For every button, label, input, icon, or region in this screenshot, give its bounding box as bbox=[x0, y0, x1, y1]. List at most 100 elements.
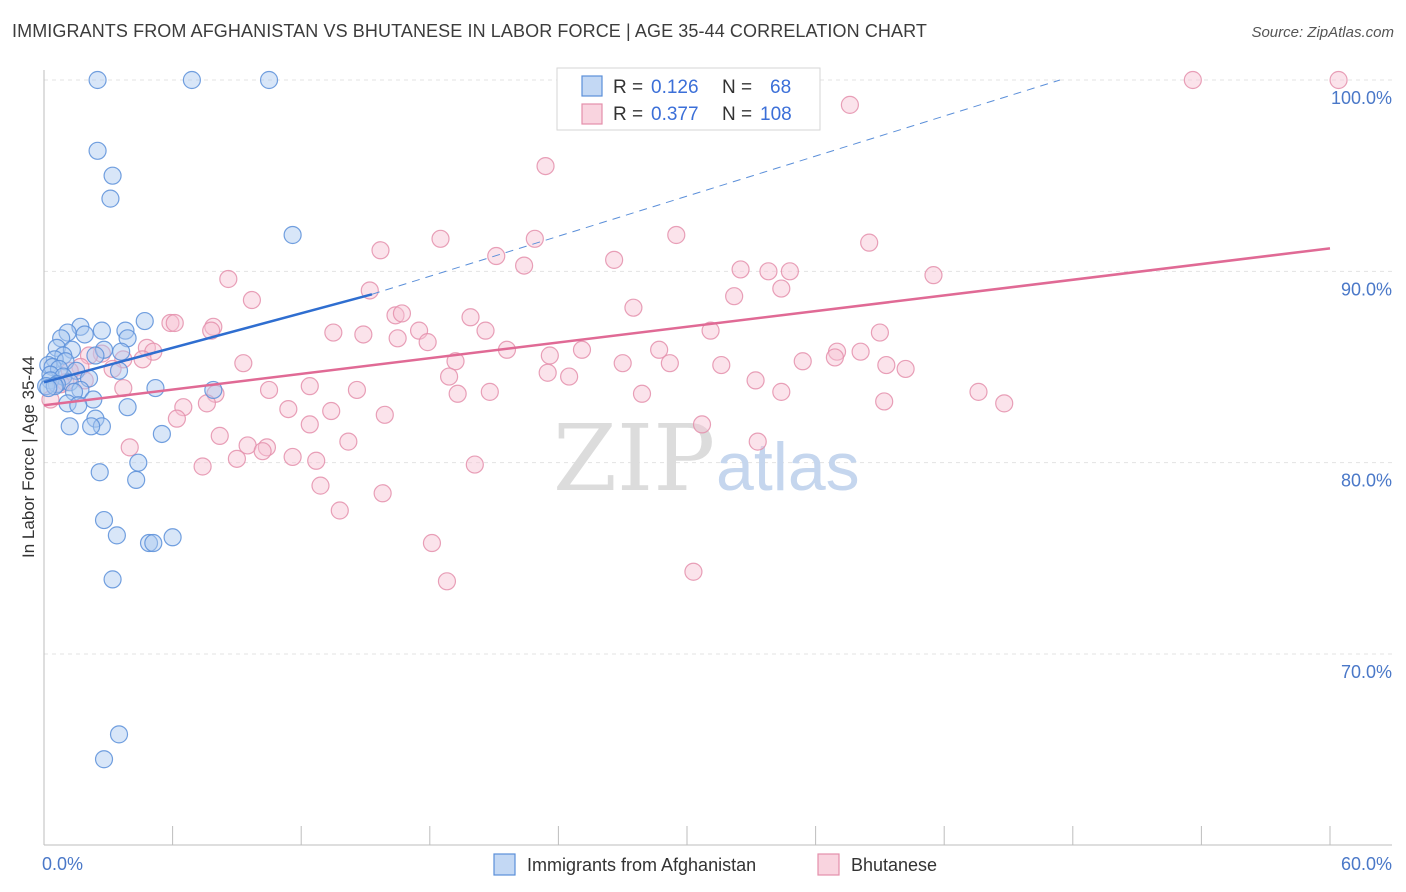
bhutanese-point-3 bbox=[536, 157, 555, 176]
afghanistan-point-0 bbox=[88, 70, 107, 90]
bhutanese-point-20 bbox=[242, 290, 262, 310]
afghanistan-point-37 bbox=[71, 380, 90, 400]
bhutanese-point-99 bbox=[193, 457, 212, 476]
bhutanese-point-44 bbox=[650, 340, 669, 359]
gridlines bbox=[44, 79, 1392, 655]
afghanistan-point-44 bbox=[118, 398, 137, 417]
bhutanese-point-27 bbox=[165, 313, 184, 333]
bhutanese-point-22 bbox=[386, 306, 405, 325]
bhutanese-point-62 bbox=[560, 367, 579, 386]
bhutanese-point-58 bbox=[877, 355, 896, 375]
bhutanese-points bbox=[41, 70, 1348, 591]
trend-lines bbox=[43, 79, 1331, 407]
watermark-zip: ZIP bbox=[553, 405, 715, 512]
bhutanese-point-90 bbox=[339, 432, 358, 451]
bhutanese-point-75 bbox=[632, 384, 652, 403]
afghanistan-point-56 bbox=[139, 533, 159, 553]
afghanistan-point-48 bbox=[60, 417, 79, 436]
bhutanese-point-84 bbox=[322, 401, 341, 421]
afghanistan-point-55 bbox=[163, 528, 182, 547]
bhutanese-point-96 bbox=[283, 447, 302, 467]
bhutanese-point-12 bbox=[731, 260, 750, 279]
afghanistan-point-53 bbox=[94, 510, 114, 530]
bhutanese-point-24 bbox=[461, 308, 480, 327]
bhutanese-point-80 bbox=[875, 392, 894, 411]
afghanistan-point-3 bbox=[88, 141, 107, 160]
afghanistan-point-54 bbox=[107, 526, 126, 545]
afghanistan-points bbox=[37, 70, 302, 769]
bhutanese-point-0 bbox=[1183, 70, 1202, 90]
bhutanese-point-103 bbox=[330, 501, 349, 520]
bhutanese-point-102 bbox=[373, 484, 392, 503]
bhutanese-point-1 bbox=[1329, 70, 1348, 90]
series-legend-afghanistan: Immigrants from Afghanistan bbox=[527, 855, 756, 875]
bhutanese-point-70 bbox=[259, 380, 279, 400]
bhutanese-point-81 bbox=[995, 394, 1014, 413]
bhutanese-point-83 bbox=[279, 399, 298, 419]
bhutanese-point-45 bbox=[793, 352, 812, 371]
bhutanese-point-39 bbox=[572, 340, 592, 359]
watermark-atlas: atlas bbox=[716, 429, 860, 505]
y-tick-label-90: 90.0% bbox=[1341, 279, 1392, 299]
bhutanese-point-51 bbox=[446, 352, 465, 371]
bhutanese-point-28 bbox=[202, 321, 221, 340]
legend-swatch-blue bbox=[581, 75, 603, 97]
bhutanese-point-105 bbox=[684, 562, 703, 581]
y-tick-label-80: 80.0% bbox=[1341, 471, 1392, 491]
afghanistan-point-12 bbox=[75, 325, 94, 344]
bhutanese-point-59 bbox=[896, 359, 915, 379]
bhutanese-point-26 bbox=[161, 313, 180, 333]
afghanistan-point-36 bbox=[39, 378, 58, 398]
bhutanese-point-30 bbox=[354, 325, 373, 344]
correlation-legend: R = 0.126 N = 68 R = 0.377 N = 108 bbox=[556, 67, 821, 131]
afghanistan-point-38 bbox=[146, 378, 165, 398]
y-tick-label-100: 100.0% bbox=[1331, 88, 1392, 108]
bhutanese-point-46 bbox=[851, 342, 870, 361]
afghanistan-point-50 bbox=[129, 453, 148, 472]
chart-title: IMMIGRANTS FROM AFGHANISTAN VS BHUTANESE… bbox=[12, 21, 927, 41]
legend-n-label-1: N = bbox=[722, 77, 752, 98]
bhutanese-point-74 bbox=[480, 382, 499, 401]
legend-r-value-1: 0.126 bbox=[651, 77, 699, 98]
source-label: Source: ZipAtlas.com bbox=[1251, 24, 1394, 41]
bhutanese-point-18 bbox=[772, 279, 791, 298]
series-legend-swatch-afghanistan bbox=[493, 853, 516, 876]
bhutanese-point-85 bbox=[375, 405, 394, 424]
afghanistan-point-47 bbox=[82, 417, 101, 436]
bhutanese-point-61 bbox=[538, 363, 557, 382]
bhutanese-point-53 bbox=[660, 354, 679, 373]
afghanistan-point-52 bbox=[127, 470, 146, 489]
bhutanese-point-94 bbox=[120, 438, 139, 457]
bhutanese-trend-line bbox=[43, 247, 1331, 407]
legend-r-label-1: R = bbox=[613, 77, 643, 98]
y-tick-labels: 70.0% 80.0% 90.0% 100.0% bbox=[1331, 88, 1392, 682]
bhutanese-point-23 bbox=[392, 304, 412, 323]
afghanistan-point-57 bbox=[144, 533, 163, 553]
afghanistan-point-60 bbox=[94, 750, 114, 769]
bhutanese-point-10 bbox=[605, 250, 624, 269]
afghanistan-point-49 bbox=[152, 424, 171, 444]
afghanistan-point-51 bbox=[90, 463, 109, 482]
series-legend-bhutanese: Bhutanese bbox=[851, 855, 937, 875]
afghanistan-point-35 bbox=[45, 377, 64, 396]
bhutanese-point-77 bbox=[969, 382, 988, 401]
bhutanese-point-63 bbox=[439, 367, 459, 386]
bhutanese-point-76 bbox=[772, 382, 791, 401]
bhutanese-point-15 bbox=[924, 266, 943, 285]
bhutanese-point-14 bbox=[780, 262, 799, 281]
bhutanese-point-104 bbox=[422, 533, 442, 553]
bhutanese-point-13 bbox=[759, 262, 778, 281]
bhutanese-point-97 bbox=[307, 451, 326, 470]
bhutanese-point-82 bbox=[174, 398, 193, 417]
bhutanese-point-35 bbox=[388, 329, 407, 348]
afghanistan-point-58 bbox=[103, 570, 122, 589]
afghanistan-point-4 bbox=[103, 166, 122, 185]
afghanistan-point-18 bbox=[112, 342, 131, 361]
bhutanese-point-29 bbox=[324, 323, 343, 342]
afghanistan-point-22 bbox=[86, 346, 105, 365]
afghanistan-point-2 bbox=[259, 70, 279, 90]
x-tick-label-max: 60.0% bbox=[1341, 854, 1392, 874]
legend-swatch-pink bbox=[581, 103, 603, 125]
legend-n-value-2: 108 bbox=[760, 104, 792, 125]
legend-r-value-2: 0.377 bbox=[651, 104, 699, 125]
